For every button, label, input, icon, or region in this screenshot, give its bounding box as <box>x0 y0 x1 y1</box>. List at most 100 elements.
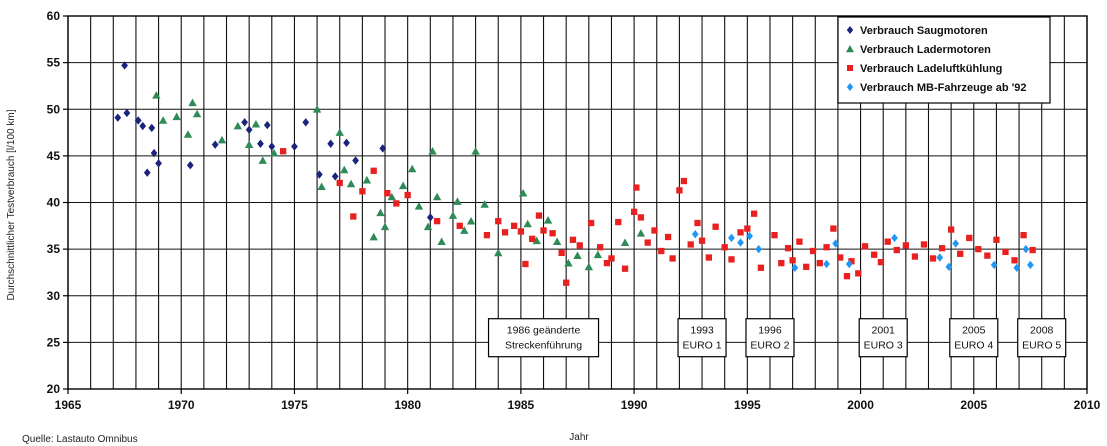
data-point <box>737 238 744 247</box>
data-point <box>721 244 728 251</box>
data-point <box>466 216 476 225</box>
data-point <box>564 258 573 267</box>
data-point <box>669 255 676 262</box>
annotation-frame <box>1017 318 1067 358</box>
data-point <box>404 191 411 199</box>
data-point <box>279 148 287 155</box>
data-point <box>569 236 577 243</box>
data-point <box>633 184 640 191</box>
data-point <box>317 182 326 191</box>
annotation-label: Streckenführung <box>505 340 582 352</box>
data-point <box>843 273 851 280</box>
data-point <box>771 231 778 239</box>
data-point <box>698 237 706 244</box>
data-point <box>172 112 181 121</box>
data-point <box>510 222 518 229</box>
data-point <box>387 192 397 201</box>
annotation-label: 2008 <box>1030 325 1054 337</box>
data-point <box>848 258 855 265</box>
legend-marker <box>846 26 854 34</box>
data-point <box>658 247 665 255</box>
y-tick-label: 50 <box>47 102 61 116</box>
data-point <box>855 270 862 277</box>
data-point <box>584 262 594 271</box>
data-point <box>346 179 356 188</box>
data-point <box>340 165 349 174</box>
data-point <box>535 212 543 219</box>
data-point <box>576 242 583 249</box>
data-point <box>501 229 509 236</box>
data-point <box>315 170 323 179</box>
data-point <box>150 148 158 158</box>
data-point <box>552 237 562 246</box>
series-2 <box>152 91 646 271</box>
data-point <box>615 218 622 226</box>
data-point <box>423 222 433 231</box>
data-point <box>331 172 339 181</box>
annotation-label: 2001 <box>872 325 896 337</box>
data-point <box>393 200 400 207</box>
annotation-frame <box>858 318 908 358</box>
data-point <box>993 236 1000 243</box>
data-point <box>945 262 953 272</box>
data-point <box>343 138 350 148</box>
data-point <box>257 139 264 148</box>
data-point <box>483 231 491 239</box>
annotation-frame <box>677 318 727 358</box>
legend: Verbrauch Saugmotoren Verbrauch Ladermoto… <box>837 16 1051 104</box>
annotation-box: 2005 EURO 4 <box>949 318 999 358</box>
data-point <box>837 254 844 261</box>
data-point <box>414 202 424 210</box>
data-point <box>495 218 502 225</box>
data-point <box>936 253 944 262</box>
data-point <box>791 263 799 272</box>
data-point <box>637 214 645 221</box>
data-point <box>1011 257 1018 264</box>
data-point <box>1020 231 1027 239</box>
data-point <box>1027 260 1034 270</box>
x-tick-label: 2005 <box>960 398 987 412</box>
data-point <box>183 130 193 138</box>
data-point <box>621 265 629 272</box>
data-point <box>302 118 310 127</box>
data-point <box>809 247 817 255</box>
data-point <box>148 123 156 133</box>
data-point <box>691 230 699 239</box>
data-point <box>245 125 253 134</box>
y-tick-label: 25 <box>47 335 61 349</box>
annotation-box: 1996 EURO 2 <box>745 318 795 358</box>
data-point <box>529 235 536 243</box>
data-point <box>746 231 753 241</box>
data-point <box>134 116 142 125</box>
series-3 <box>279 148 1036 286</box>
data-point <box>737 229 744 236</box>
data-point <box>258 156 267 164</box>
y-axis-title: Durchschnittlicher Testverbrauch [l/100 … <box>6 109 17 300</box>
data-point <box>335 128 344 136</box>
data-point <box>687 241 694 248</box>
data-point <box>494 248 503 257</box>
legend-label: Verbrauch MB-Fahrzeuge ab '92 <box>860 82 1026 94</box>
data-point <box>573 251 582 260</box>
annotation-label: EURO 5 <box>1022 340 1061 352</box>
data-point <box>369 232 378 241</box>
data-point <box>990 260 998 270</box>
data-point <box>432 192 442 201</box>
legend-marker <box>847 65 853 71</box>
data-point <box>380 222 390 231</box>
data-point <box>336 179 343 187</box>
x-tick-label: 1970 <box>168 398 195 412</box>
legend-label: Verbrauch Ladeluftkühlung <box>860 63 1002 75</box>
annotation-label: EURO 2 <box>750 340 789 352</box>
data-point <box>620 238 630 246</box>
annotation-label: EURO 3 <box>864 340 903 352</box>
data-point <box>359 188 366 195</box>
data-point <box>938 245 946 252</box>
annotation-frame <box>949 318 999 358</box>
axes: 20 25 30 35 40 45 50 55 60 1965 1970 1975 1980 1985 19… <box>47 9 1101 412</box>
data-point <box>984 252 991 259</box>
annotation-box: 2008 EURO 5 <box>1017 318 1067 358</box>
annotation-box: 1993 EURO 1 <box>677 318 727 358</box>
data-point <box>1029 246 1036 254</box>
